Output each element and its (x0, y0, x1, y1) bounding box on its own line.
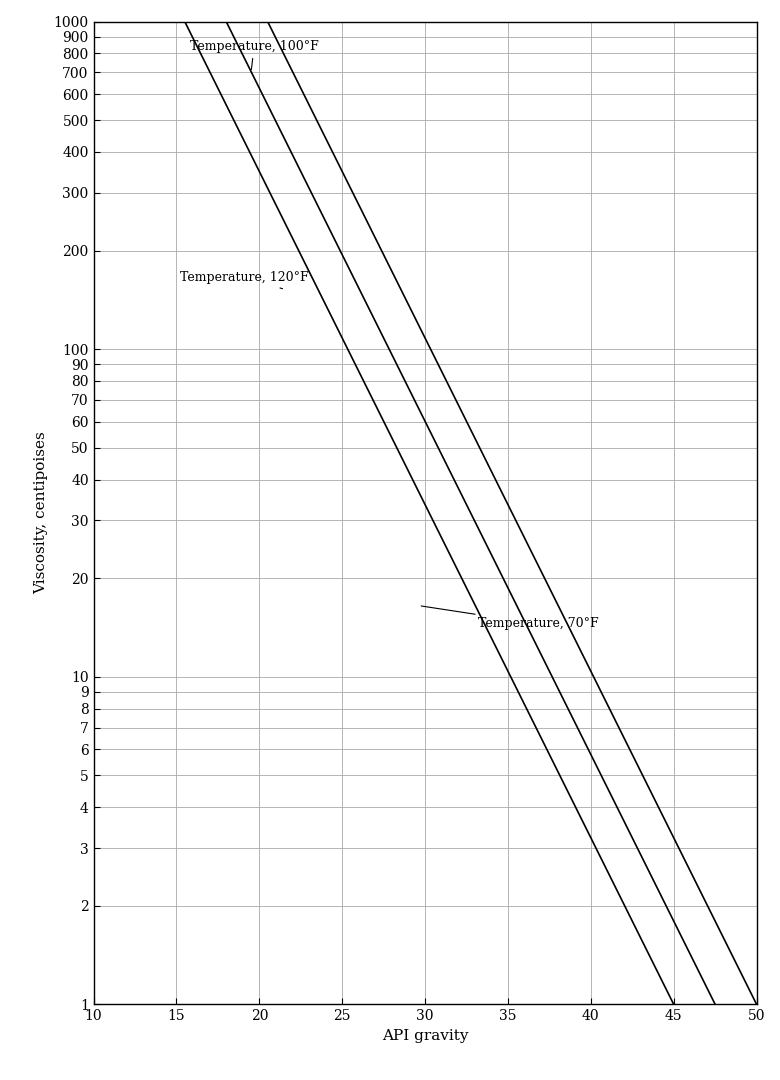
Y-axis label: Viscosity, centipoises: Viscosity, centipoises (34, 432, 48, 594)
Text: Temperature, 70°F: Temperature, 70°F (421, 606, 599, 631)
X-axis label: API gravity: API gravity (382, 1029, 468, 1043)
Text: Temperature, 120°F: Temperature, 120°F (179, 271, 308, 288)
Text: Temperature, 100°F: Temperature, 100°F (190, 40, 318, 69)
